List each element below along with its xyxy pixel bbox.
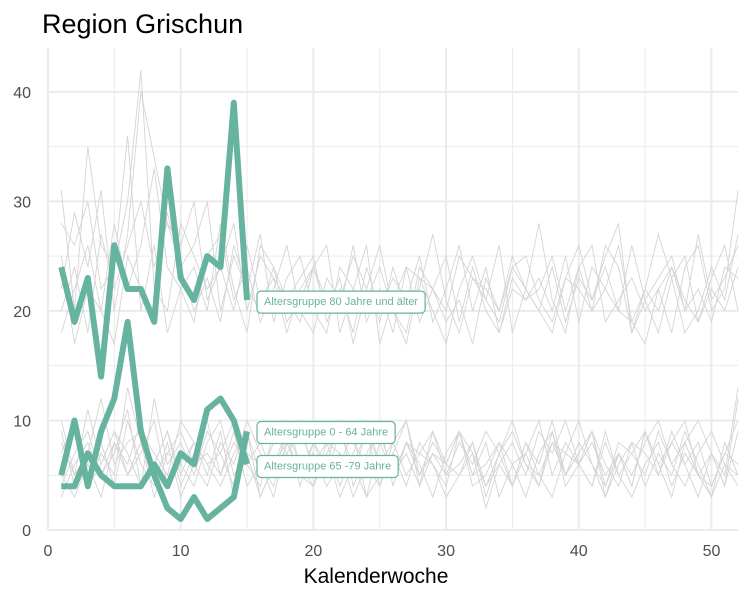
x-axis-ticks: 0 10 20 30 40 50: [44, 543, 721, 560]
series-label-text: Altersgruppe 65 -79 Jahre: [264, 460, 391, 472]
x-tick-label: 50: [703, 543, 721, 560]
series-label-box: [256, 420, 396, 445]
background-series-line: [60, 398, 739, 488]
series-line: [58, 99, 250, 380]
series-label: Altersgruppe 0 - 64 Jahre: [256, 420, 396, 445]
chart-title: Region Grischun: [42, 9, 243, 39]
series-label: Altersgruppe 65 -79 Jahre: [256, 454, 399, 479]
series-label-box: [256, 290, 426, 314]
x-tick-label: 10: [172, 543, 190, 560]
x-tick-label: 0: [44, 543, 53, 560]
y-tick-label: 20: [13, 304, 31, 321]
y-tick-label: 40: [13, 85, 31, 102]
background-series-line: [60, 135, 739, 345]
y-axis-ticks: 0 10 20 30 40: [13, 85, 31, 540]
x-tick-label: 20: [304, 543, 322, 560]
background-series: [60, 69, 739, 510]
series-labels: Altersgruppe 80 Jahre und älter Altersgru…: [256, 290, 426, 479]
series-label-text: Altersgruppe 80 Jahre und älter: [264, 296, 418, 308]
y-tick-label: 0: [22, 523, 31, 540]
series-label-box: [256, 454, 399, 479]
x-axis-title: Kalenderwoche: [304, 565, 449, 588]
background-series-line: [60, 409, 739, 499]
series-label-text: Altersgruppe 0 - 64 Jahre: [264, 427, 388, 439]
x-tick-label: 40: [570, 543, 588, 560]
highlight-series: [58, 99, 250, 522]
x-tick-label: 30: [437, 543, 455, 560]
series-label: Altersgruppe 80 Jahre und älter: [256, 290, 426, 314]
y-tick-label: 10: [13, 413, 31, 430]
y-tick-label: 30: [13, 194, 31, 211]
series-line: [58, 318, 250, 522]
